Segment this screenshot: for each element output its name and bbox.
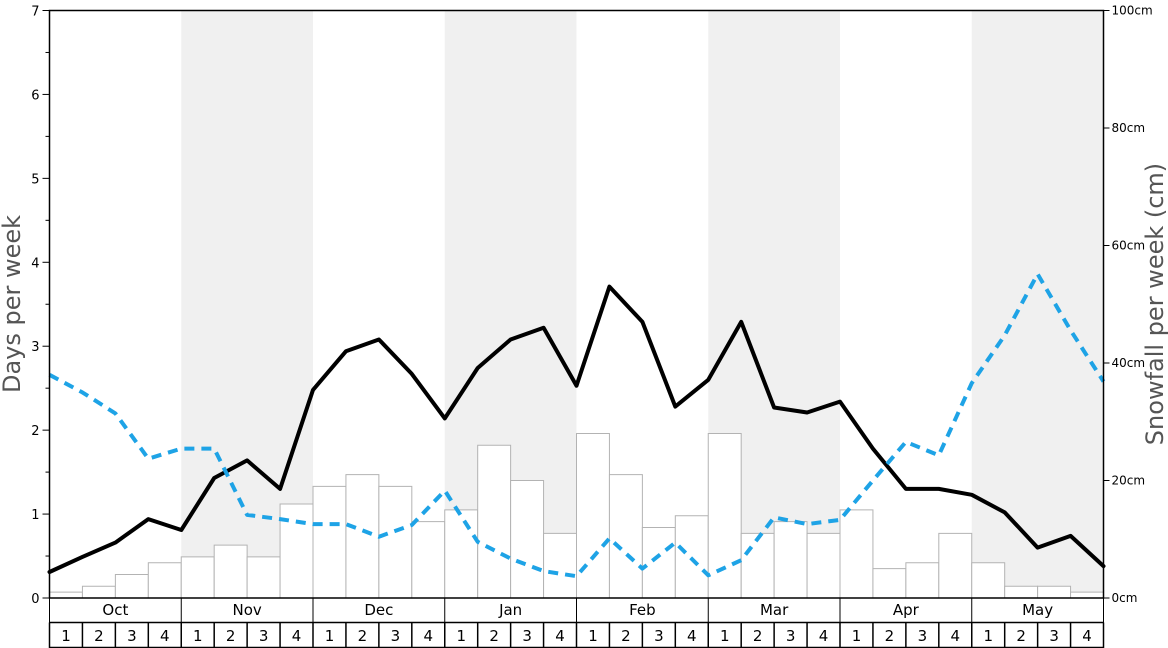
right-tick-label: 80cm [1112, 121, 1146, 135]
left-tick-label: 1 [31, 508, 39, 523]
right-tick-label: 20cm [1112, 474, 1146, 488]
left-tick-label: 6 [31, 88, 39, 103]
snowfall-bar [806, 532, 841, 599]
month-axis: Oct Nov Dec Jan Feb Mar Apr May [49, 598, 1104, 624]
left-tick-label: 0 [31, 592, 39, 607]
right-tick-label: 0cm [1112, 591, 1138, 605]
snowfall-bar [246, 556, 281, 599]
week-label: 2 [94, 627, 104, 645]
week-label: 3 [654, 627, 664, 645]
left-axis-title: Days per week [0, 215, 26, 393]
week-label: 1 [325, 627, 335, 645]
snowfall-bar [839, 509, 874, 599]
week-label: 1 [61, 627, 71, 645]
snowfall-bar [114, 574, 149, 599]
month-band [181, 10, 313, 598]
snowfall-bar [444, 509, 479, 599]
snowfall-bar [510, 480, 545, 599]
month-label: Jan [498, 601, 522, 619]
snowfall-bar [378, 485, 413, 599]
month-label: Oct [102, 601, 128, 619]
snowfall-bar [411, 521, 446, 599]
left-axis: 0 1 2 3 4 5 6 7 [31, 5, 50, 607]
week-label: 1 [456, 627, 466, 645]
week-label: 2 [1016, 627, 1026, 645]
month-bands [181, 10, 1104, 598]
week-label: 2 [358, 627, 368, 645]
snowfall-bar [477, 444, 512, 599]
dashed-series-line [48, 272, 1106, 579]
series-lines [47, 272, 1106, 579]
snowfall-bar [147, 562, 182, 599]
week-label: 2 [885, 627, 895, 645]
week-label: 4 [424, 627, 434, 645]
week-label: 1 [720, 627, 730, 645]
week-label: 3 [1049, 627, 1059, 645]
month-label: Apr [893, 601, 920, 619]
snowfall-bar [872, 568, 907, 599]
week-label: 4 [292, 627, 302, 645]
week-label: 1 [852, 627, 862, 645]
snowfall-bar [641, 527, 676, 599]
month-label: May [1022, 601, 1053, 619]
snowfall-bar [543, 532, 577, 599]
right-tick-label: 40cm [1112, 356, 1146, 370]
right-tick-label: 100cm [1112, 4, 1153, 18]
week-label: 3 [786, 627, 796, 645]
week-label: 2 [753, 627, 763, 645]
left-tick-label: 4 [31, 256, 39, 271]
snowfall-bar [312, 485, 347, 599]
week-label: 1 [588, 627, 598, 645]
week-label: 2 [489, 627, 499, 645]
right-axis: 0cm 20cm 40cm 60cm 80cm 100cm [1103, 4, 1153, 605]
week-label: 4 [951, 627, 961, 645]
snowfall-bar [213, 544, 248, 599]
week-label: 4 [160, 627, 170, 645]
week-label: 2 [621, 627, 631, 645]
right-tick-label: 60cm [1112, 239, 1146, 253]
snowfall-bar [608, 474, 643, 599]
month-label: Dec [364, 601, 393, 619]
week-label: 2 [226, 627, 236, 645]
snowfall-bar [345, 474, 380, 599]
snowfall-bar [576, 433, 610, 599]
left-tick-label: 2 [31, 424, 39, 439]
week-label: 3 [259, 627, 269, 645]
snowfall-bar [773, 521, 808, 599]
week-label: 3 [522, 627, 532, 645]
week-label: 4 [555, 627, 565, 645]
month-label: Nov [232, 601, 261, 619]
week-axis: 1 2 3 4 1 2 3 4 1 2 3 4 1 2 3 4 1 2 3 4 1 2 3 4 1 2 3 4 1 2 3 4 [48, 622, 1105, 648]
snowfall-bar [1004, 585, 1039, 599]
month-label: Mar [760, 601, 789, 619]
snowfall-bar [1070, 591, 1104, 599]
snowfall-bar [49, 591, 83, 599]
week-label: 4 [819, 627, 829, 645]
week-label: 3 [127, 627, 137, 645]
left-tick-label: 5 [31, 172, 39, 187]
snowfall-bar [938, 532, 973, 599]
snowfall-bar [971, 562, 1006, 599]
snowfall-bar [905, 562, 940, 599]
week-label: 4 [1082, 627, 1092, 645]
snowfall-bar [707, 433, 742, 599]
right-axis-title: Snowfall per week (cm) [1141, 163, 1168, 445]
snowfall-bar [81, 585, 116, 599]
snowfall-bar [180, 556, 215, 599]
month-band [971, 10, 1104, 598]
week-label: 1 [983, 627, 993, 645]
snowfall-bar [1037, 585, 1072, 599]
snowfall-bar [740, 532, 775, 599]
month-label: Feb [629, 601, 656, 619]
week-label: 3 [391, 627, 401, 645]
week-label: 1 [193, 627, 203, 645]
week-label: 4 [687, 627, 697, 645]
snowfall-bars [49, 433, 1104, 599]
week-label: 3 [918, 627, 928, 645]
left-tick-label: 7 [31, 5, 39, 20]
left-tick-label: 3 [31, 340, 39, 355]
